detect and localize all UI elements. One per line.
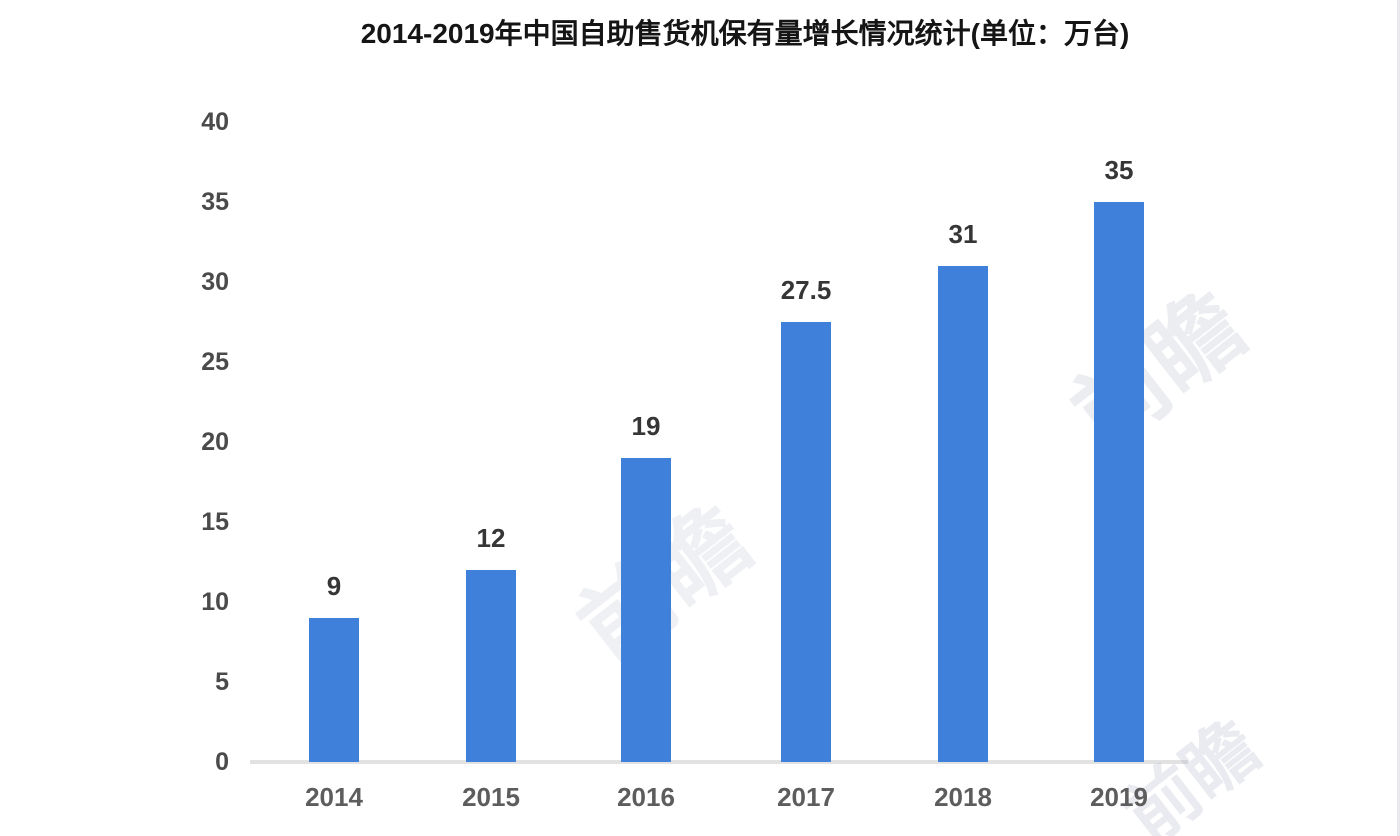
x-tick-label-2016: 2016 [617, 782, 675, 812]
y-tick-label-40: 40 [201, 108, 229, 136]
x-tick-label-2017: 2017 [777, 782, 835, 812]
bar-value-label-2017: 27.5 [780, 275, 832, 305]
y-tick-label-10: 10 [201, 588, 229, 616]
x-tick-label-2015: 2015 [462, 782, 520, 812]
bar-2018 [938, 266, 988, 762]
x-tick-label-2019: 2019 [1090, 782, 1148, 812]
x-axis-line [250, 760, 1188, 764]
y-tick-label-0: 0 [215, 748, 229, 776]
bar-2014 [309, 618, 359, 762]
y-tick-label-30: 30 [201, 268, 229, 296]
y-tick-label-5: 5 [215, 668, 229, 696]
bar-value-label-2019: 35 [1104, 155, 1134, 185]
bar-value-label-2018: 31 [948, 219, 978, 249]
bar-2017 [781, 322, 831, 762]
x-tick-label-2018: 2018 [934, 782, 992, 812]
bar-value-label-2016: 19 [631, 411, 661, 441]
y-tick-label-20: 20 [201, 428, 229, 456]
y-tick-label-15: 15 [201, 508, 229, 536]
y-tick-label-35: 35 [201, 188, 229, 216]
bar-value-label-2014: 9 [326, 571, 342, 601]
watermark: 前瞻 [1055, 274, 1264, 469]
bar-value-label-2015: 12 [476, 523, 506, 553]
chart-title: 2014-2019年中国自助售货机保有量增长情况统计(单位：万台) [360, 18, 1130, 49]
bar-2016 [621, 458, 671, 762]
x-tick-label-2014: 2014 [305, 782, 363, 812]
bar-2019 [1094, 202, 1144, 762]
y-tick-label-25: 25 [201, 348, 229, 376]
bar-2015 [466, 570, 516, 762]
